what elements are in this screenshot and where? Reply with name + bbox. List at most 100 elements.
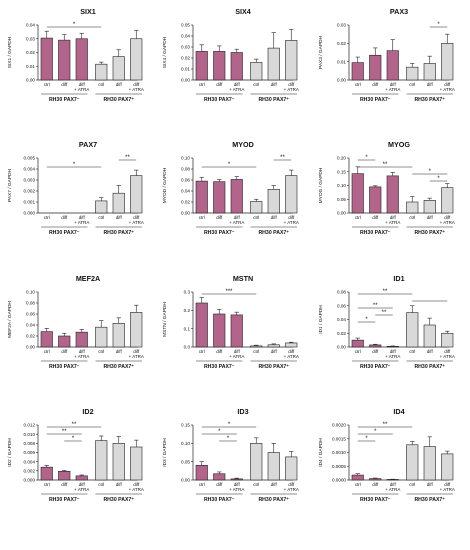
bar [351, 339, 364, 348]
bar [58, 470, 71, 481]
x-category-label: + ATRA [229, 87, 244, 92]
group-label: RH30 PAX7⁻ [204, 97, 235, 103]
x-category-label: diff [444, 215, 451, 220]
y-tick-label: 0.04 [181, 189, 190, 194]
x-category-label: + ATRA [385, 487, 400, 492]
bar [441, 332, 454, 348]
y-axis-label: ID1 / GAPDH [318, 305, 324, 334]
x-category-label: ctrl [409, 482, 415, 487]
x-category-label: diff [61, 349, 68, 354]
bar [112, 192, 125, 214]
group-label: RH30 PAX7⁻ [360, 97, 391, 103]
x-category-label: ctrl [44, 82, 50, 87]
y-axis-label: ID3 / GAPDH [162, 438, 168, 467]
significance-label: * [365, 155, 368, 161]
bar [130, 38, 143, 81]
bar [285, 456, 298, 481]
y-axis-label: MEF2A / GAPDH [7, 301, 13, 338]
x-category-label: ctrl [355, 482, 361, 487]
x-category-label: diff [427, 349, 434, 354]
x-category-label: + ATRA [229, 487, 244, 492]
x-category-label: ctrl [199, 482, 205, 487]
y-axis-label: MYOG / GAPDH [318, 167, 324, 203]
y-axis-label: SIX4 / GAPDH [162, 36, 168, 68]
y-tick-label: 0.0020 [332, 423, 346, 428]
significance-label: * [218, 429, 221, 435]
bar [130, 312, 143, 348]
significance-label: * [227, 436, 230, 442]
x-category-label: ctrl [253, 482, 259, 487]
panel-myog: MYOG MYOG / GAPDH 0.00 0.05 0.10 0.15 0.20 ctrl… [318, 140, 455, 236]
x-category-label: + ATRA [284, 487, 299, 492]
y-tick-label: 0.05 [181, 459, 190, 464]
significance-label: * [429, 169, 432, 175]
panel-pax3: PAX3 PAX3 / GAPDH 0.00 0.01 0.02 0.03 ctrl diff… [318, 7, 455, 103]
panel-title: MSTN [233, 274, 253, 283]
bar [95, 440, 108, 481]
y-tick-label: 0.02 [181, 56, 190, 61]
y-tick-label: 0.00 [26, 78, 35, 83]
panel-title: MYOD [232, 140, 254, 149]
y-tick-label: 0.01 [181, 67, 190, 72]
bar [406, 201, 419, 214]
x-category-label: diff [271, 215, 278, 220]
y-tick-label: 0.01 [26, 64, 35, 69]
group-label: RH30 PAX7⁺ [103, 497, 134, 503]
x-category-label: diff [79, 349, 86, 354]
bar [250, 62, 263, 81]
x-category-label: ctrl [199, 349, 205, 354]
x-category-label: + ATRA [129, 220, 144, 225]
group-label: RH30 PAX7⁺ [258, 97, 289, 103]
bar [441, 453, 454, 481]
x-category-label: diff [427, 82, 434, 87]
bar [250, 443, 263, 481]
y-tick-label: 0.08 [26, 301, 35, 306]
panel-mef2a: MEF2A MEF2A / GAPDH 0.00 0.02 0.04 0.06 0.08 0.… [7, 274, 144, 370]
panel-id1: ID1 ID1 / GAPDH 0.00 0.02 0.04 0.06 0.08 ctrl di… [318, 274, 455, 370]
y-tick-label: 0.00 [181, 78, 190, 83]
y-tick-label: 0.06 [181, 178, 190, 183]
x-category-label: diff [444, 82, 451, 87]
panel-title: ID4 [393, 407, 404, 416]
y-tick-label: 0.006 [24, 450, 36, 455]
significance-label: ** [383, 289, 388, 295]
group-label: RH30 PAX7⁺ [258, 230, 289, 236]
bar [441, 187, 454, 214]
x-category-label: ctrl [253, 82, 259, 87]
x-category-label: diff [216, 349, 223, 354]
group-label: RH30 PAX7⁻ [360, 497, 391, 503]
y-tick-label: 0.002 [24, 189, 36, 194]
y-axis-label: MSTN / GAPDH [162, 302, 168, 337]
bar [130, 175, 143, 214]
y-tick-label: 0.3 [184, 290, 191, 295]
bar [285, 342, 298, 348]
bar [213, 181, 226, 214]
y-tick-label: 0.00 [337, 211, 346, 216]
bar [40, 37, 53, 81]
bar [112, 323, 125, 348]
x-category-label: + ATRA [74, 354, 89, 359]
bar [369, 478, 382, 481]
bar [95, 326, 108, 348]
bar [213, 313, 226, 348]
significance-label: * [72, 436, 75, 442]
bar [40, 466, 53, 481]
bar [369, 186, 382, 214]
x-category-label: diff [288, 215, 295, 220]
y-tick-label: 0.00 [181, 478, 190, 483]
x-category-label: + ATRA [74, 487, 89, 492]
x-category-label: diff [390, 82, 397, 87]
bar [75, 475, 88, 481]
y-axis-label: PAX7 / GAPDH [7, 168, 13, 202]
significance-label: ** [72, 422, 77, 428]
bar [423, 63, 436, 81]
significance-label: ** [383, 162, 388, 168]
bar [75, 331, 88, 348]
y-tick-label: 0.004 [24, 167, 36, 172]
x-category-label: diff [271, 82, 278, 87]
bar [230, 314, 243, 348]
x-category-label: + ATRA [284, 220, 299, 225]
x-category-label: diff [61, 82, 68, 87]
x-category-label: diff [133, 215, 140, 220]
y-tick-label: 0.02 [337, 331, 346, 336]
